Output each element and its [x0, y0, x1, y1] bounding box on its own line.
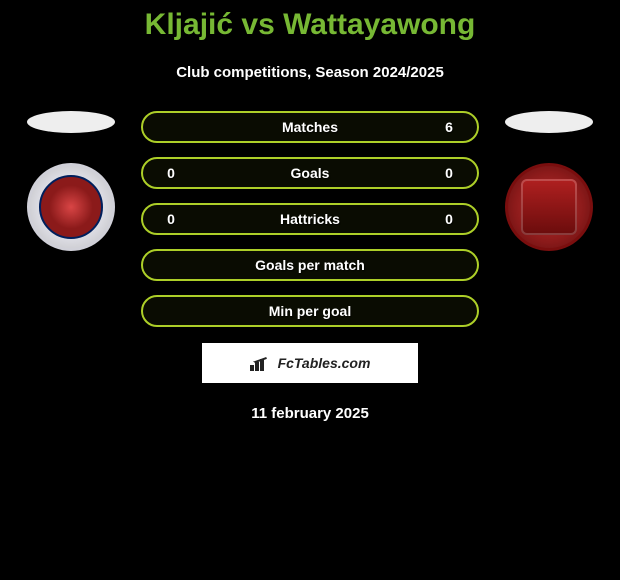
- player-left-column: [21, 111, 121, 251]
- stat-row: Goals per match: [141, 249, 479, 281]
- attribution-text: FcTables.com: [278, 355, 371, 371]
- chart-icon: [250, 355, 274, 371]
- stat-row: Matches6: [141, 111, 479, 143]
- stat-right-value: 0: [435, 165, 463, 181]
- stat-label: Goals: [185, 165, 435, 181]
- stat-right-value: 6: [435, 119, 463, 135]
- stat-row: 0Hattricks0: [141, 203, 479, 235]
- infographic-container: Kljajić vs Wattayawong Club competitions…: [0, 0, 620, 580]
- stat-label: Matches: [185, 119, 435, 135]
- comparison-panel: Matches60Goals00Hattricks0Goals per matc…: [0, 111, 620, 327]
- stat-label: Goals per match: [185, 257, 435, 273]
- attribution-badge: FcTables.com: [202, 343, 418, 383]
- stat-right-value: 0: [435, 211, 463, 227]
- club-logo-right: [505, 163, 593, 251]
- stat-label: Min per goal: [185, 303, 435, 319]
- stat-row: Min per goal: [141, 295, 479, 327]
- stat-label: Hattricks: [185, 211, 435, 227]
- stat-row: 0Goals0: [141, 157, 479, 189]
- page-title: Kljajić vs Wattayawong: [0, 0, 620, 42]
- player-right-photo: [505, 111, 593, 133]
- stat-left-value: 0: [157, 211, 185, 227]
- stat-left-value: 0: [157, 165, 185, 181]
- player-left-photo: [27, 111, 115, 133]
- date-label: 11 february 2025: [0, 405, 620, 422]
- stats-list: Matches60Goals00Hattricks0Goals per matc…: [141, 111, 479, 327]
- club-logo-left: [27, 163, 115, 251]
- subtitle: Club competitions, Season 2024/2025: [0, 64, 620, 81]
- player-right-column: [499, 111, 599, 251]
